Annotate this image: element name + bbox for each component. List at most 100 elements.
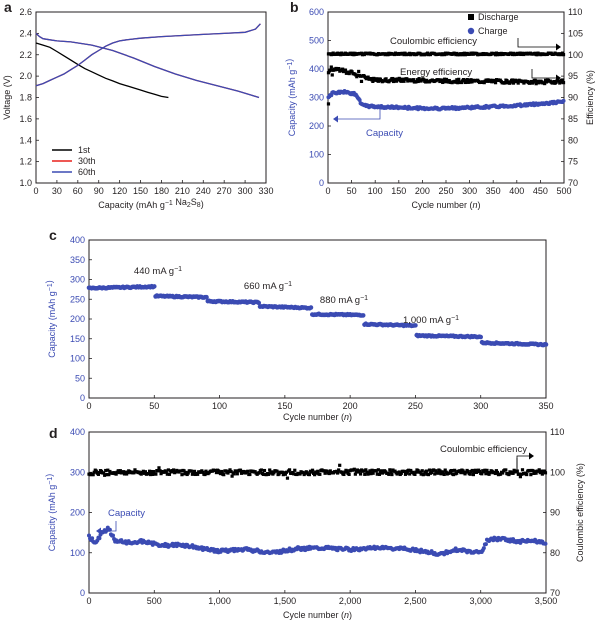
ce-point	[507, 472, 511, 477]
ce-point	[367, 471, 371, 476]
ce-point	[517, 472, 521, 476]
ee-point	[559, 80, 563, 84]
x-tick-label: 60	[73, 186, 83, 196]
ce-point	[192, 469, 197, 473]
capacity-point	[90, 536, 95, 541]
ee-point	[424, 80, 428, 84]
ce-point	[322, 469, 326, 473]
ee-point	[493, 81, 498, 85]
y2-tick-label: 110	[568, 7, 582, 17]
ee-point	[466, 80, 470, 84]
ce-point	[313, 473, 317, 477]
ce-point	[419, 472, 423, 476]
annotation-rate: 1,000 mA g−1	[403, 315, 459, 326]
ee-point	[384, 77, 388, 81]
ce-point	[139, 472, 143, 476]
plot-frame-c	[88, 239, 547, 399]
ce-point	[165, 472, 169, 476]
ce-point	[441, 471, 445, 475]
ce-point	[493, 471, 497, 476]
panel-d: d 0 500 1,000 1,500 2,000 2,500 3,000 3,500 0 100 2…	[44, 425, 585, 620]
ce-point	[284, 470, 289, 474]
ee-point	[328, 68, 332, 72]
y-tick-label: 1.8	[19, 93, 32, 103]
panel-label-a: a	[4, 0, 12, 15]
legend-label: Charge	[478, 26, 508, 36]
ce-point	[147, 469, 152, 473]
y2-axis-label-d: Coulombic efficiency (%)	[575, 463, 585, 562]
ce-point	[515, 469, 519, 473]
y2-tick-label: 90	[550, 508, 560, 518]
ce-point	[369, 472, 373, 476]
y-tick-label: 500	[309, 36, 324, 46]
ce-point	[316, 469, 320, 473]
ce-point	[430, 470, 434, 475]
ce-point	[528, 469, 532, 473]
ce-point	[156, 469, 160, 473]
ee-point	[516, 81, 520, 85]
capacity-point	[151, 284, 157, 289]
ee-point	[356, 73, 360, 77]
ee-point	[561, 81, 566, 85]
ce-point	[397, 470, 401, 474]
y-tick-label: 100	[309, 150, 324, 160]
ce-point	[220, 469, 224, 474]
ce-point	[418, 470, 422, 474]
ee-point	[397, 76, 401, 81]
y-tick-label: 100	[70, 354, 85, 364]
x-tick-label: 250	[408, 401, 423, 411]
y-tick-label: 100	[70, 548, 85, 558]
ce-point	[103, 473, 107, 477]
y2-axis-label-b: Efficiency (%)	[585, 70, 595, 125]
capacity-point	[478, 334, 484, 340]
ee-point	[441, 80, 445, 85]
ce-point	[376, 468, 380, 472]
ce-point	[379, 469, 384, 473]
panel-label-d: d	[49, 425, 58, 441]
ee-point	[456, 81, 460, 85]
ce-point	[337, 468, 341, 472]
ce-point	[108, 469, 112, 474]
ce-point	[334, 469, 339, 473]
ce-point	[318, 472, 322, 476]
y-tick-label: 1.0	[19, 178, 32, 188]
ce-point	[422, 472, 426, 476]
ce-point	[358, 472, 363, 476]
ee-point	[544, 80, 549, 84]
x-tick-label: 1,000	[208, 596, 231, 606]
ce-point	[458, 469, 462, 473]
ce-point	[529, 473, 533, 477]
ce-point	[159, 472, 163, 476]
arrow-head	[556, 74, 561, 82]
ce-point	[166, 468, 170, 472]
ee-point	[462, 78, 467, 83]
x-axis-label-a: Capacity (mAh g−1 Na2S8)	[98, 197, 203, 210]
ce-point	[518, 475, 523, 479]
y-tick-label: 1.6	[19, 114, 32, 124]
x-tick-label: 400	[509, 186, 524, 196]
ce-point	[151, 472, 155, 476]
ce-point	[97, 470, 102, 475]
ce-point	[387, 472, 391, 476]
ce-point	[248, 472, 252, 477]
ce-point	[483, 468, 487, 472]
ce-point	[472, 470, 477, 474]
ee-point	[465, 78, 469, 82]
y-tick-label: 400	[70, 235, 85, 245]
ce-point	[413, 472, 417, 476]
ee-point	[399, 79, 403, 83]
ee-point	[371, 79, 375, 83]
ce-point	[327, 471, 331, 476]
y2-tick-label: 90	[568, 93, 578, 103]
x-tick-label: 0	[86, 596, 91, 606]
y-tick-label: 350	[70, 255, 85, 265]
ee-point	[510, 78, 515, 82]
y-tick-label: 50	[75, 373, 85, 383]
ce-point	[485, 468, 489, 472]
ce-point	[531, 469, 535, 473]
y-tick-label: 0	[80, 393, 85, 403]
ee-point	[416, 79, 420, 84]
ee-point	[329, 65, 333, 69]
x-tick-label: 150	[391, 186, 406, 196]
y2-tick-label: 80	[568, 135, 578, 145]
